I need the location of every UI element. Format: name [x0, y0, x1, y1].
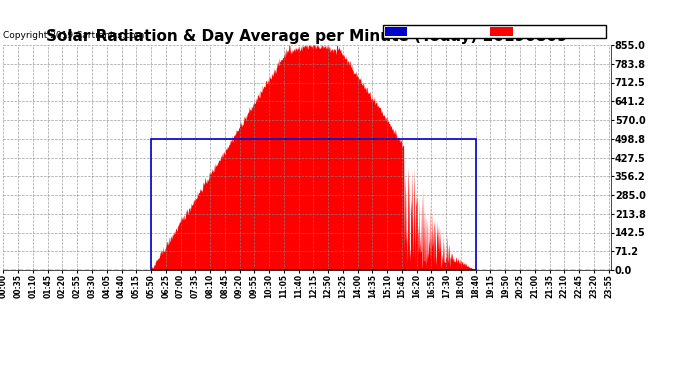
Legend: Median (W/m2), Radiation (W/m2): Median (W/m2), Radiation (W/m2) — [383, 25, 606, 38]
Text: Copyright 2019 Cartronics.com: Copyright 2019 Cartronics.com — [3, 32, 145, 40]
Bar — [151, 139, 475, 270]
Title: Solar Radiation & Day Average per Minute (Today) 20190809: Solar Radiation & Day Average per Minute… — [46, 29, 568, 44]
